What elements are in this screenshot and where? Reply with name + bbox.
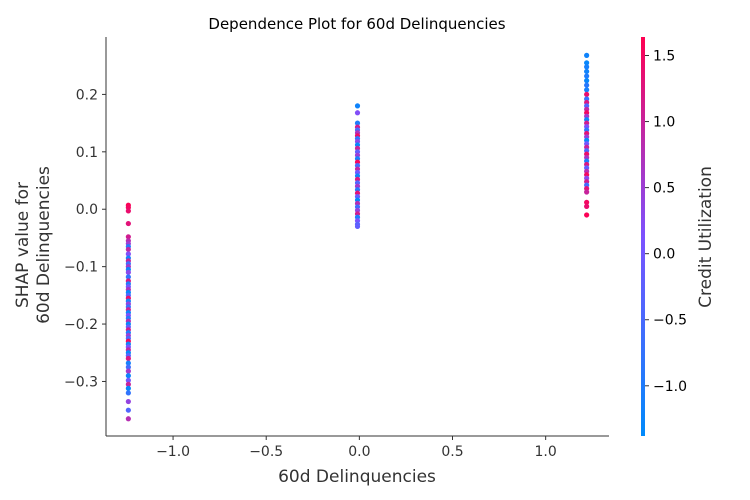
x-tick-label: 0.0: [348, 444, 370, 460]
data-point: [584, 82, 590, 88]
x-tick-label: −0.5: [249, 444, 283, 460]
scatter-points: [125, 52, 590, 422]
y-axis-label: SHAP value for 60d Delinquencies: [13, 166, 54, 324]
data-point: [125, 416, 131, 422]
data-point: [354, 120, 361, 126]
colorbar-tick-label: 0.5: [653, 181, 675, 197]
colorbar-label: Credit Utilization: [696, 166, 716, 308]
data-point: [125, 220, 131, 227]
data-point: [584, 60, 590, 66]
data-point: [125, 364, 131, 370]
colorbar-tick-label: 0.0: [653, 247, 675, 263]
data-point: [125, 274, 131, 280]
data-point: [584, 68, 590, 75]
data-point: [125, 390, 131, 396]
data-point: [354, 110, 361, 116]
data-point: [354, 103, 361, 109]
colorbar-tick-label: −0.5: [653, 313, 687, 329]
data-point: [584, 78, 590, 84]
data-point: [584, 64, 590, 70]
data-point: [125, 355, 131, 362]
data-point: [125, 381, 131, 387]
data-point: [584, 91, 590, 98]
y-tick-label: −0.1: [64, 260, 98, 276]
data-point: [584, 199, 590, 205]
x-tick-label: 0.5: [441, 444, 463, 460]
chart-title: Dependence Plot for 60d Delinquencies: [208, 15, 505, 33]
colorbar-tick-label: 1.5: [653, 48, 675, 64]
y-tick-label: 0.0: [76, 202, 98, 218]
data-point: [125, 398, 131, 405]
colorbar-tick-label: −1.0: [653, 379, 687, 395]
data-point: [125, 234, 131, 240]
data-point: [584, 212, 590, 218]
data-point: [125, 208, 131, 214]
colorbar-tick-label: 1.0: [653, 115, 675, 131]
data-point: [125, 385, 131, 391]
data-point: [584, 189, 590, 195]
data-point: [125, 407, 131, 413]
data-point: [584, 203, 590, 209]
x-axis-label: 60d Delinquencies: [278, 467, 436, 487]
y-tick-label: −0.3: [64, 374, 98, 390]
data-point: [354, 223, 361, 230]
colorbar: −1.0 −0.5 0.0 0.5 1.0 1.5: [641, 37, 687, 436]
x-tick-label: −1.0: [156, 444, 190, 460]
data-point: [125, 251, 131, 257]
colorbar-gradient: [641, 37, 645, 436]
data-point: [584, 73, 590, 79]
data-point: [584, 52, 590, 58]
data-point: [584, 87, 590, 93]
data-point: [125, 368, 131, 374]
data-point: [125, 360, 131, 366]
data-point: [125, 377, 131, 383]
y-tick-label: −0.2: [64, 317, 98, 333]
y-axis-label-line-1: SHAP value for: [13, 182, 33, 308]
x-tick-label: 1.0: [535, 444, 557, 460]
data-point: [125, 373, 131, 379]
data-point: [125, 246, 131, 253]
y-tick-label: 0.1: [76, 145, 98, 161]
y-tick-label: 0.2: [76, 87, 98, 103]
y-axis-label-line-2: 60d Delinquencies: [34, 166, 54, 324]
data-point: [125, 269, 131, 275]
axes: −1.0 −0.5 0.0 0.5 1.0 −0.3 −0.2 −0.1 0.0 0.1 0.2: [64, 37, 609, 460]
